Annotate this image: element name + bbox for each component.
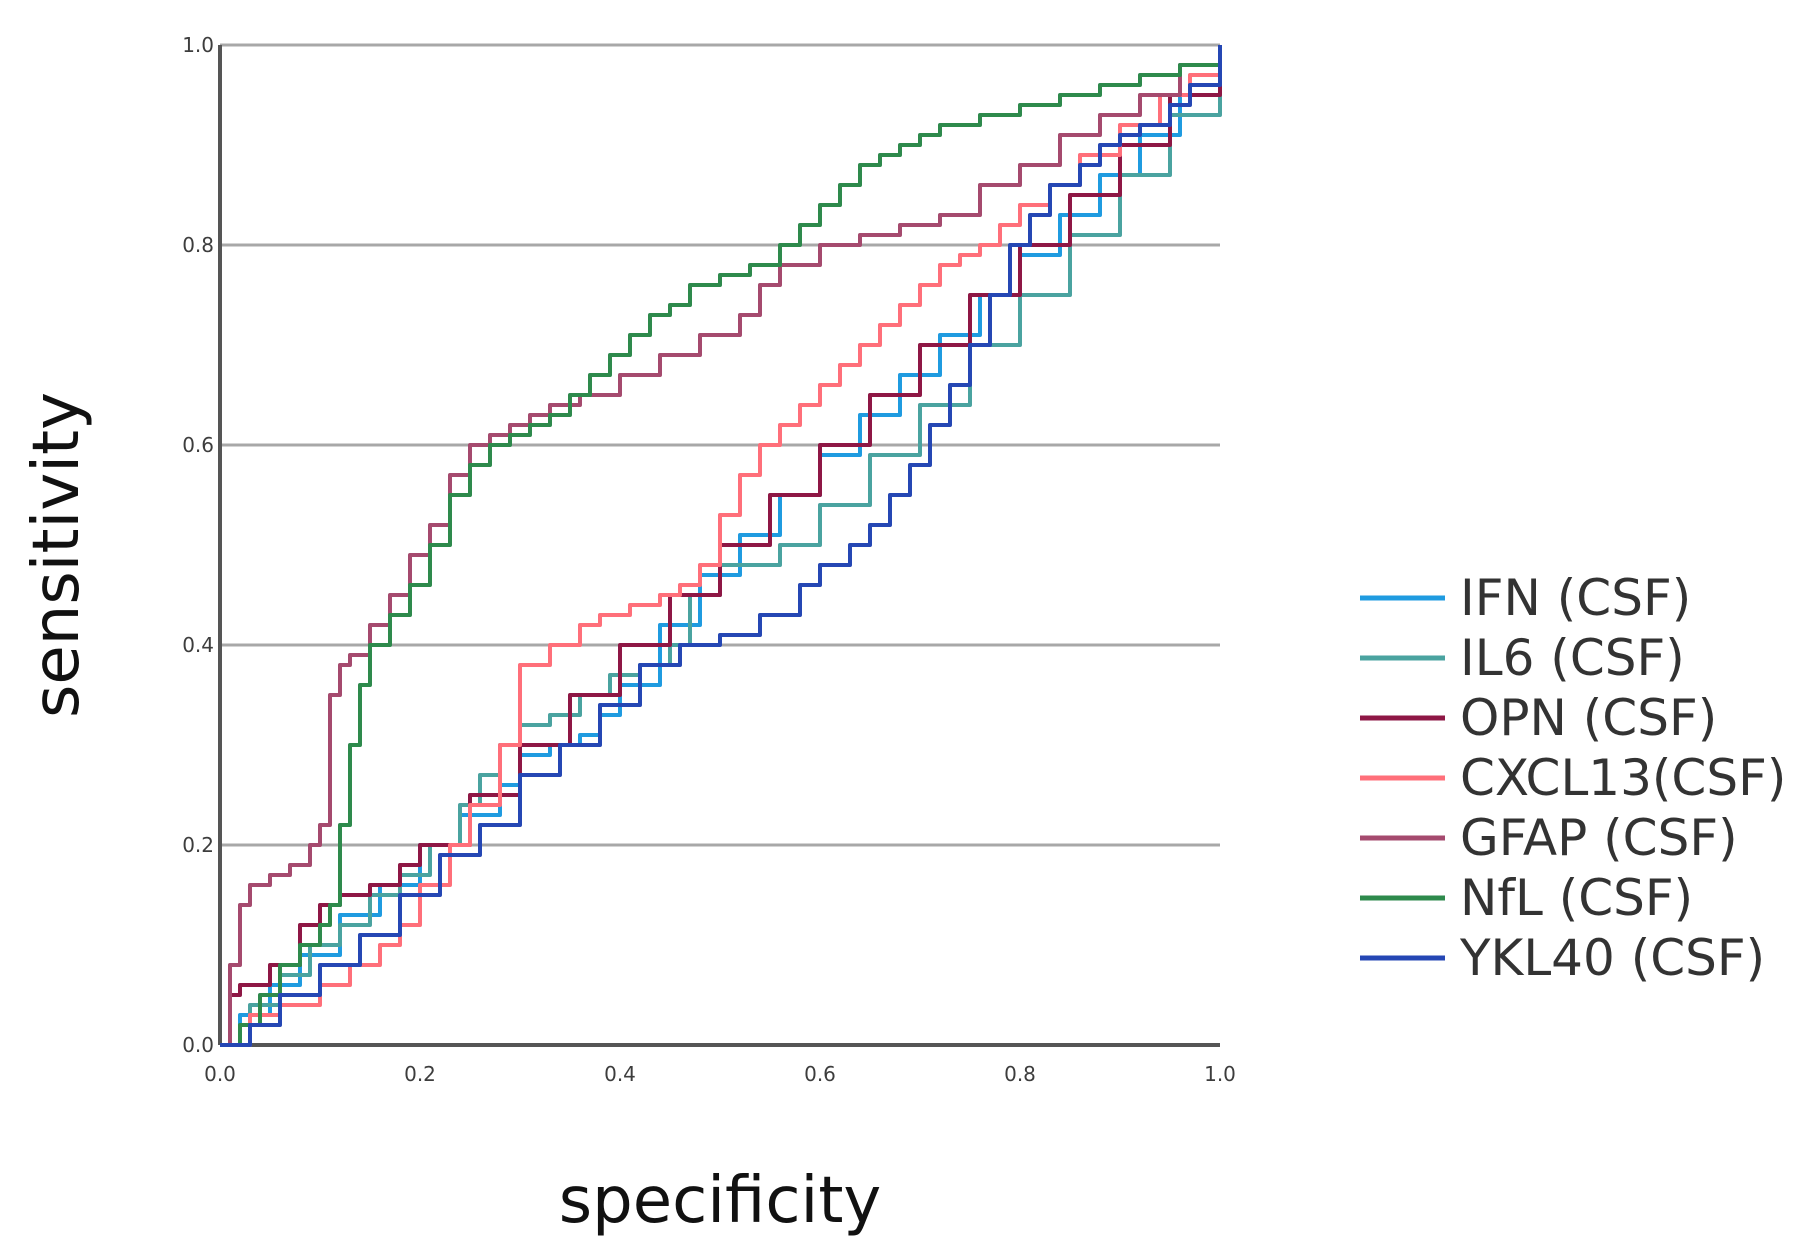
legend: IFN (CSF)IL6 (CSF)OPN (CSF)CXCL13(CSF)GF… (1360, 569, 1786, 987)
series-line-nfl-csf (220, 45, 1222, 1047)
y-tick-label: 0.6 (182, 433, 214, 457)
legend-label-opn-csf: OPN (CSF) (1460, 689, 1717, 747)
legend-label-gfap-csf: GFAP (CSF) (1460, 809, 1738, 867)
x-axis-title: specificity (559, 1164, 882, 1238)
series-line-ykl40-csf (220, 45, 1222, 1047)
x-tick-label: 0.2 (404, 1062, 436, 1086)
legend-label-ykl40-csf: YKL40 (CSF) (1459, 929, 1765, 987)
y-tick-label: 0.8 (182, 233, 214, 257)
x-tick-label: 0.0 (204, 1062, 236, 1086)
series-line-cxcl13-csf (220, 45, 1222, 1047)
y-tick-label: 0.2 (182, 833, 214, 857)
axes: 0.0 0.2 0.4 0.6 0.8 1.0 0.0 0.2 0.4 0.6 0.8 1.0 (182, 33, 1236, 1086)
y-tick-label: 0.4 (182, 633, 214, 657)
legend-label-cxcl13-csf: CXCL13(CSF) (1460, 749, 1786, 807)
y-tick-label: 0.0 (182, 1033, 214, 1057)
x-tick-label: 0.4 (604, 1062, 636, 1086)
legend-label-il6-csf: IL6 (CSF) (1460, 629, 1685, 687)
series-line-ifn-csf (220, 45, 1222, 1047)
legend-label-ifn-csf: IFN (CSF) (1460, 569, 1691, 627)
series-line-il6-csf (220, 45, 1222, 1047)
x-tick-label: 0.6 (804, 1062, 836, 1086)
y-tick-label: 1.0 (182, 33, 214, 57)
gridlines (220, 43, 1220, 847)
legend-label-nfl-csf: NfL (CSF) (1460, 869, 1693, 927)
series-line-gfap-csf (220, 45, 1222, 1047)
x-tick-label: 0.8 (1004, 1062, 1036, 1086)
series-line-opn-csf (220, 45, 1222, 1047)
y-axis-title: sensitivity (20, 392, 94, 718)
plot-area (220, 45, 1222, 1047)
x-tick-label: 1.0 (1204, 1062, 1236, 1086)
